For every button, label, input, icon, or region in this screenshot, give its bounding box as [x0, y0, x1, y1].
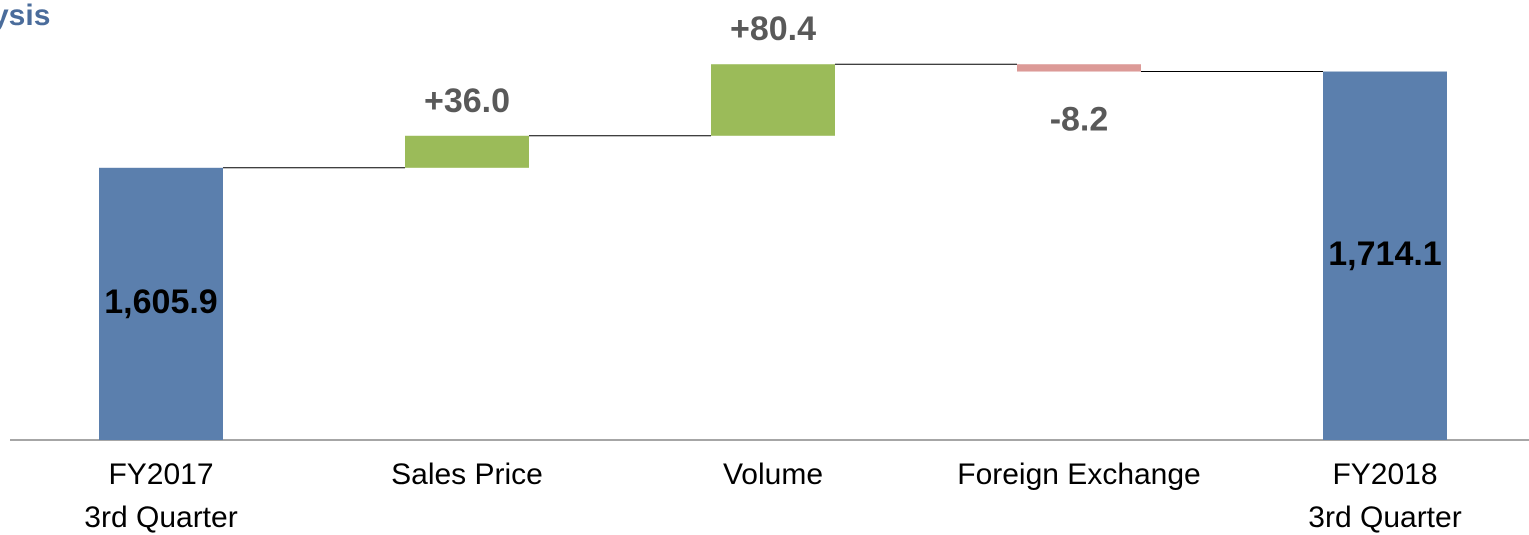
x-tick-label: Foreign Exchange	[957, 458, 1201, 491]
chart-title: ysis	[0, 0, 50, 32]
value-label: +80.4	[730, 10, 816, 48]
value-label: 1,714.1	[1328, 235, 1441, 273]
bar	[405, 135, 529, 168]
value-label: 1,605.9	[104, 283, 217, 321]
bar	[99, 167, 223, 440]
bar	[1017, 64, 1141, 72]
value-label: +36.0	[424, 82, 510, 120]
x-tick-label: Sales Price	[391, 458, 543, 491]
x-tick-label: 3rd Quarter	[84, 501, 237, 534]
value-label: -8.2	[1050, 101, 1109, 139]
bar	[1323, 71, 1447, 440]
x-tick-label: 3rd Quarter	[1308, 501, 1461, 534]
x-tick-label: Volume	[723, 458, 823, 491]
bar	[711, 64, 835, 136]
x-tick-label: FY2018	[1332, 458, 1437, 491]
x-tick-label: FY2017	[108, 458, 213, 491]
